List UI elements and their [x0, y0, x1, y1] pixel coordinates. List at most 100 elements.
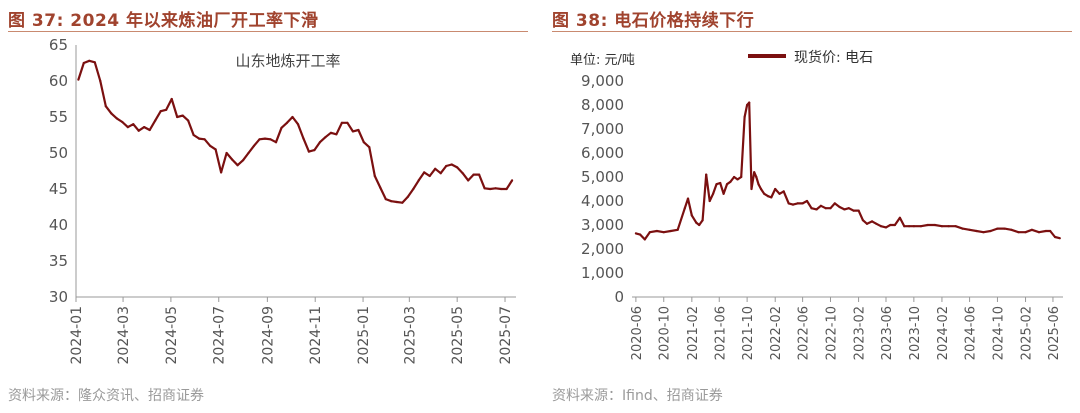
data-point: [93, 61, 96, 64]
data-point: [368, 146, 371, 149]
x-tick-label: 2021-02: [686, 306, 701, 360]
data-point: [148, 128, 151, 132]
data-point: [1024, 231, 1027, 234]
data-point: [719, 181, 722, 185]
data-point: [725, 183, 729, 186]
data-point: [875, 222, 878, 225]
data-point: [456, 166, 459, 169]
x-tick-label: 2024-06: [964, 306, 979, 360]
data-point: [324, 136, 327, 139]
data-point: [1037, 231, 1041, 234]
x-tick-label: 2021-06: [713, 306, 728, 360]
x-tick-label: 2023-10: [908, 306, 923, 360]
data-point: [478, 173, 481, 176]
data-point: [805, 199, 809, 203]
x-tick-label: 2024-10: [991, 306, 1006, 360]
data-point: [494, 187, 497, 190]
data-point: [736, 178, 739, 181]
data-point: [695, 221, 698, 224]
x-tick-label: 2024-01: [69, 306, 85, 365]
y-tick-label: 6,000: [581, 144, 624, 162]
data-point: [1049, 229, 1052, 233]
data-point: [833, 202, 836, 205]
x-tick-label: 2022-10: [824, 306, 839, 360]
data-point: [165, 108, 168, 111]
chart-inner-title: 山东地炼开工率: [235, 52, 340, 70]
x-tick-label: 2021-10: [741, 306, 756, 360]
data-point: [187, 119, 190, 122]
data-point: [740, 175, 743, 179]
data-point: [655, 229, 658, 233]
left-chart-panel: 图 37: 2024 年以来炼油厂开工率下滑 30 35 40 45 50 55 60 65 2…: [8, 0, 538, 413]
data-point: [903, 225, 906, 228]
data-point: [947, 225, 950, 228]
data-point: [225, 151, 228, 155]
x-tick-label: 2023-06: [880, 306, 895, 360]
data-point: [401, 201, 404, 204]
data-point: [982, 231, 985, 234]
data-point: [384, 198, 387, 201]
data-point: [511, 179, 514, 182]
data-point: [362, 141, 365, 144]
data-point: [126, 126, 129, 129]
data-point: [159, 110, 162, 113]
right-chart-panel: 图 38: 电石价格持续下行 0 1,000 2,000 3,000 4,000 5,00…: [552, 0, 1080, 413]
data-point: [434, 167, 437, 170]
data-point: [893, 223, 896, 227]
data-point: [181, 114, 184, 117]
data-point: [796, 202, 799, 205]
y-tick-label: 65: [49, 36, 68, 54]
data-point: [729, 180, 732, 183]
data-point: [445, 164, 448, 168]
data-point: [912, 225, 915, 228]
data-point: [340, 121, 343, 124]
data-point: [346, 121, 349, 124]
y-tick-label: 55: [49, 108, 68, 126]
data-point: [143, 126, 146, 129]
data-point: [406, 195, 409, 198]
data-point: [176, 115, 179, 119]
data-point: [88, 59, 91, 62]
x-tick-label: 2020-06: [630, 306, 645, 360]
data-point: [1053, 235, 1057, 239]
data-point: [810, 207, 813, 210]
data-point: [857, 209, 860, 212]
y-tick-label: 45: [49, 180, 68, 198]
data-point: [296, 123, 300, 126]
x-tick-label: 2023-02: [853, 306, 868, 360]
x-tick-label: 2025-02: [1020, 306, 1035, 360]
data-point: [701, 219, 704, 222]
data-point: [759, 187, 763, 191]
data-point: [472, 173, 475, 176]
y-tick-label: 35: [49, 252, 68, 270]
data-point: [774, 187, 777, 191]
y-tick-label: 40: [49, 216, 68, 234]
data-point: [77, 78, 80, 81]
refinery-utilization-chart: 30 35 40 45 50 55 60 65 2024-01 2024-03 2024-05 202…: [49, 36, 516, 365]
data-point: [423, 171, 426, 174]
data-point: [755, 175, 758, 179]
data-point: [99, 79, 102, 83]
data-point: [708, 199, 711, 203]
data-point: [258, 138, 261, 141]
y-tick-label: 2,000: [581, 240, 624, 258]
data-point: [302, 137, 305, 140]
data-point: [395, 200, 398, 204]
data-point: [285, 121, 289, 124]
data-point: [643, 238, 646, 241]
data-point: [115, 117, 118, 120]
data-point: [357, 128, 360, 132]
data-point: [733, 175, 736, 179]
data-point: [683, 207, 686, 210]
data-point: [280, 126, 283, 129]
data-point: [819, 204, 822, 207]
data-point: [676, 228, 679, 231]
y-tick-label: 3,000: [581, 216, 624, 234]
y-tick-label: 60: [49, 72, 68, 90]
data-point: [412, 187, 415, 191]
data-point: [824, 207, 827, 210]
data-point: [313, 149, 316, 152]
x-tick-label: 2025-07: [498, 306, 514, 365]
y-tick-label: 8,000: [581, 96, 624, 114]
data-point: [351, 130, 354, 133]
